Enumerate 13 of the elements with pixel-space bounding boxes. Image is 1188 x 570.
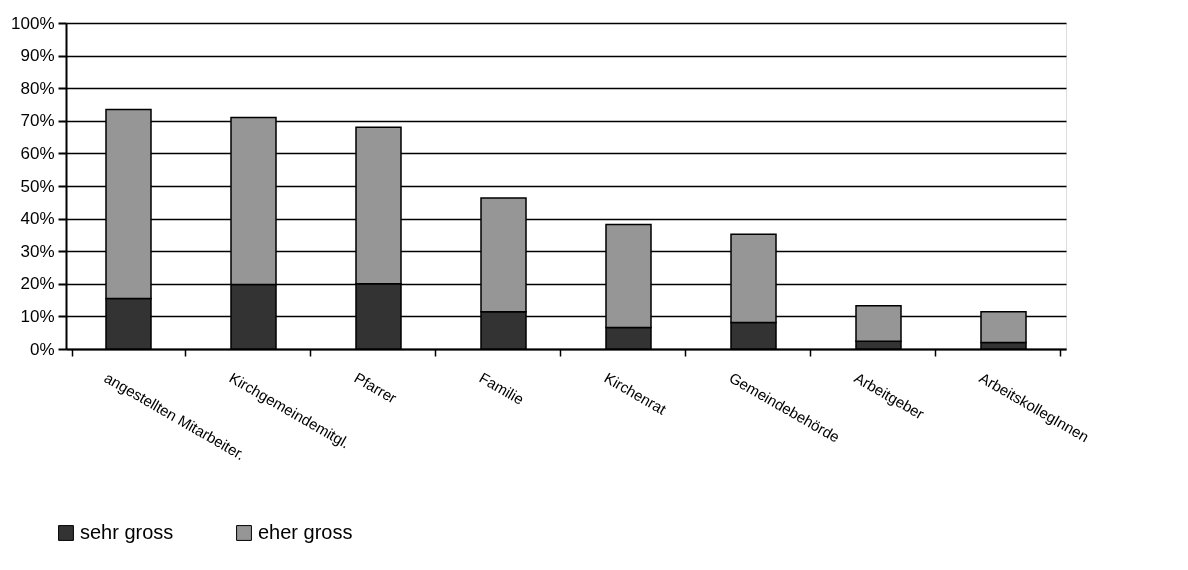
y-tick-label: 90% [20, 46, 55, 66]
y-tick-label: 40% [20, 209, 55, 229]
y-tick-label: 20% [20, 274, 55, 294]
y-tick-label: 80% [20, 78, 55, 98]
y-tick-label: 30% [20, 241, 55, 261]
y-tick-label: 50% [20, 176, 55, 196]
y-tick-label: 100% [11, 13, 55, 33]
y-tick-label: 60% [20, 143, 55, 163]
y-tick-label: 10% [20, 306, 55, 326]
y-tick-label: 0% [29, 339, 55, 359]
legend-label: sehr gross [80, 521, 174, 543]
y-tick-label: 70% [20, 111, 55, 131]
legend-label: eher gross [258, 521, 353, 543]
